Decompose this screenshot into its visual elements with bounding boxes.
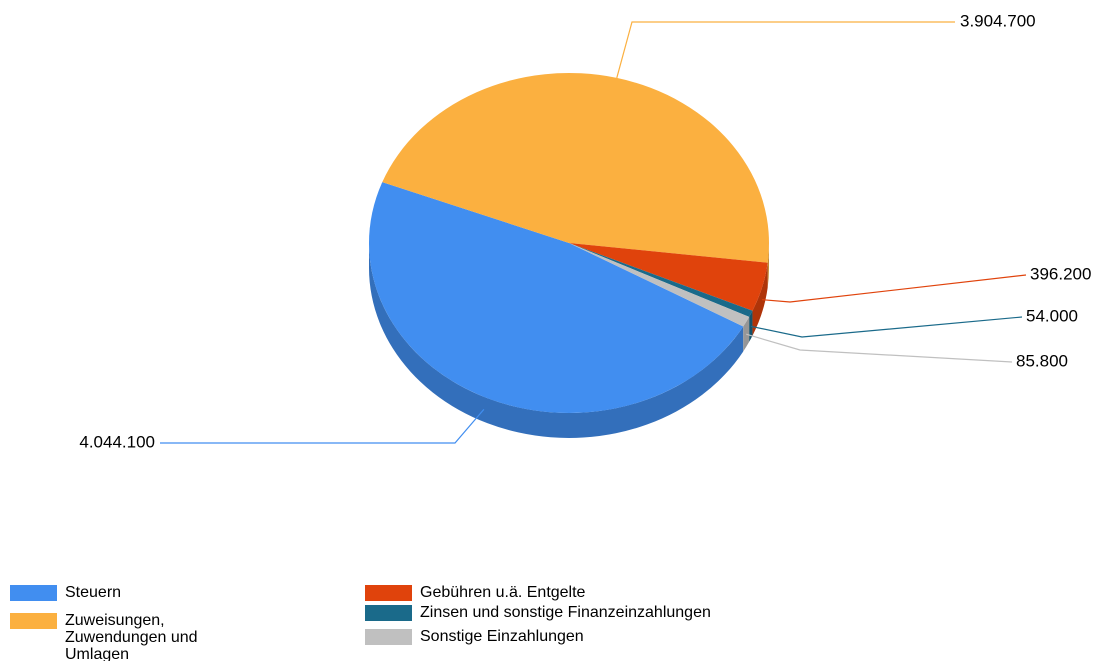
slice-side [369, 243, 744, 438]
legend-swatch [10, 613, 57, 629]
data-label: 3.904.700 [960, 11, 1036, 30]
slice [369, 182, 744, 413]
legend-label: Zuweisungen, Zuwendungen und Umlagen [65, 612, 198, 661]
legend-label: Zinsen und sonstige Finanzeinzahlungen [420, 604, 711, 621]
leader-line [746, 333, 1013, 363]
slice-side [749, 310, 753, 342]
legend-item: Zinsen und sonstige Finanzeinzahlungen [365, 604, 711, 621]
slice [569, 243, 753, 317]
legend-label: Gebühren u.ä. Entgelte [420, 584, 586, 601]
legend-item: Sonstige Einzahlungen [365, 628, 584, 645]
data-label: 85.800 [1016, 351, 1068, 370]
legend-item: Gebühren u.ä. Entgelte [365, 584, 585, 601]
legend-item: Steuern [10, 584, 121, 601]
legend-swatch [365, 605, 412, 621]
legend-swatch [365, 585, 412, 601]
leader-line [160, 408, 485, 444]
legend-item: Zuweisungen, Zuwendungen und Umlagen [10, 612, 265, 661]
leader-line [616, 21, 955, 79]
data-label: 396.200 [1030, 264, 1091, 283]
slice-side [743, 316, 750, 352]
data-label: 4.044.100 [79, 432, 155, 451]
data-label: 54.000 [1026, 306, 1078, 325]
leader-line [762, 274, 1027, 303]
slice-side [767, 243, 769, 288]
slice [569, 243, 768, 311]
legend-label: Sonstige Einzahlungen [420, 628, 584, 645]
slice-side [752, 262, 768, 336]
leader-line [750, 316, 1023, 338]
legend-swatch [365, 629, 412, 645]
slice [569, 243, 750, 327]
legend-label: Steuern [65, 584, 122, 601]
slice [382, 73, 769, 263]
legend-swatch [10, 585, 57, 601]
